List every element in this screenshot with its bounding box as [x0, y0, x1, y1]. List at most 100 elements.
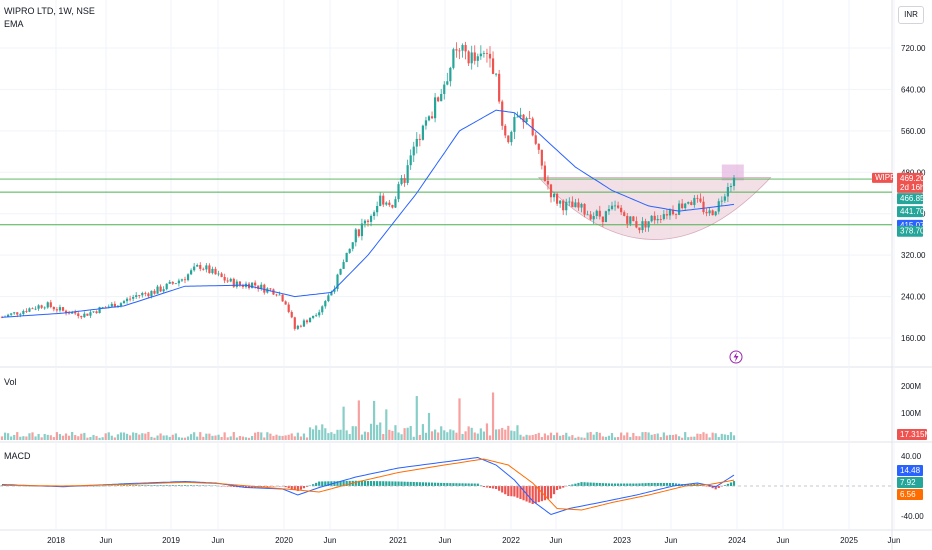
macd-histogram-bar: [464, 483, 467, 486]
volume-bar: [183, 437, 187, 440]
macd-legend[interactable]: MACD: [4, 451, 31, 461]
macd-histogram-bar: [284, 486, 287, 488]
macd-histogram-bar: [354, 480, 357, 486]
volume-bar: [723, 434, 726, 440]
volume-bar: [104, 433, 107, 440]
macd-histogram-bar: [318, 481, 321, 486]
candle-body: [186, 274, 190, 281]
candle-body: [293, 317, 296, 329]
volume-bar: [546, 435, 550, 440]
macd-histogram-bar: [653, 483, 656, 486]
symbol-badge-bg: [872, 172, 893, 183]
macd-histogram-bar: [714, 486, 717, 490]
x-tick-label: Jun: [665, 536, 678, 545]
candle-body: [34, 308, 37, 310]
lightning-icon[interactable]: [729, 350, 743, 364]
macd-histogram-bar: [287, 486, 290, 489]
macd-histogram-bar: [613, 483, 617, 486]
candle-body: [71, 312, 74, 314]
volume-bar: [534, 434, 537, 440]
candle-body: [25, 311, 28, 312]
volume-bar: [247, 437, 251, 440]
candle-body: [257, 285, 260, 289]
candle-body: [153, 290, 156, 294]
ema-legend[interactable]: EMA: [4, 19, 24, 29]
candle-body: [607, 209, 611, 212]
candle-body: [702, 201, 705, 213]
candle-body: [275, 294, 278, 296]
macd-histogram-bar: [434, 482, 437, 486]
x-tick-label: Jun: [777, 536, 790, 545]
candle-body: [373, 212, 376, 217]
macd-badge: 14.48: [897, 465, 923, 476]
volume-bar: [31, 432, 34, 440]
volume-bar: [549, 432, 553, 440]
candle-body: [440, 93, 443, 102]
volume-bar: [443, 430, 446, 440]
volume-bar: [275, 434, 278, 440]
macd-histogram-bar: [22, 485, 25, 487]
macd-histogram-bar: [540, 486, 543, 502]
candle-body: [592, 216, 595, 220]
symbol-title: WIPRO LTD, 1W, NSE: [4, 6, 95, 16]
volume-bar: [40, 437, 43, 440]
candle-body: [473, 52, 476, 61]
candle-body: [476, 56, 479, 61]
y-tick-label: 560.00: [901, 127, 926, 136]
candle-body: [336, 274, 339, 289]
volume-bar: [229, 436, 232, 440]
candle-body: [485, 53, 489, 54]
macd-histogram-bar: [674, 483, 678, 486]
candle-body: [409, 155, 412, 166]
macd-histogram-bar: [141, 485, 144, 486]
candle-body: [284, 301, 287, 305]
volume-bar: [147, 431, 150, 440]
signal-badge: 7.92: [897, 477, 923, 488]
volume-bar: [635, 436, 638, 440]
macd-histogram-bar: [406, 481, 409, 486]
lightning-icon-bolt: [733, 352, 739, 362]
candle-body: [125, 298, 129, 302]
candle-body: [235, 281, 238, 287]
candle-body: [55, 309, 58, 311]
x-tick-label: 2020: [275, 536, 293, 545]
volume-bar: [556, 432, 559, 440]
candle-body: [562, 200, 565, 211]
volume-bar: [71, 431, 74, 440]
candle-body: [434, 97, 437, 119]
candle-body: [513, 117, 516, 132]
volume-bar: [302, 433, 306, 440]
macd-histogram-bar: [366, 480, 370, 486]
candle-body: [653, 215, 656, 221]
volume-bar: [424, 432, 428, 440]
candle-body: [205, 265, 208, 270]
volume-bar: [626, 432, 629, 440]
macd-histogram-bar: [293, 486, 296, 491]
volume-legend[interactable]: Vol: [4, 377, 17, 387]
macd-histogram-bar: [574, 483, 577, 486]
candles: [0, 41, 736, 331]
candle-body: [589, 214, 592, 220]
macd-histogram-bar: [345, 480, 348, 486]
candle-body: [305, 320, 309, 323]
macd-histogram-bar: [305, 486, 309, 487]
volume-bar: [174, 433, 177, 440]
volume-bar: [732, 435, 736, 440]
volume-bar: [726, 434, 729, 440]
macd-histogram-bar: [302, 486, 306, 489]
y-tick-label: 720.00: [901, 44, 926, 53]
candle-body: [568, 201, 571, 203]
volume-bar: [644, 432, 647, 440]
candle-body: [122, 301, 126, 304]
volume-bar: [263, 437, 266, 440]
candle-body: [379, 195, 382, 207]
volume-bar: [495, 429, 498, 440]
macd-histogram-bar: [269, 486, 272, 487]
volume-bar: [162, 435, 165, 440]
macd-histogram-bar: [397, 481, 400, 486]
candle-body: [83, 313, 86, 318]
candle-body: [467, 51, 470, 64]
currency-button[interactable]: INR: [898, 6, 924, 24]
macd-histogram-bar: [601, 483, 604, 486]
macd-histogram-bar: [586, 482, 589, 486]
